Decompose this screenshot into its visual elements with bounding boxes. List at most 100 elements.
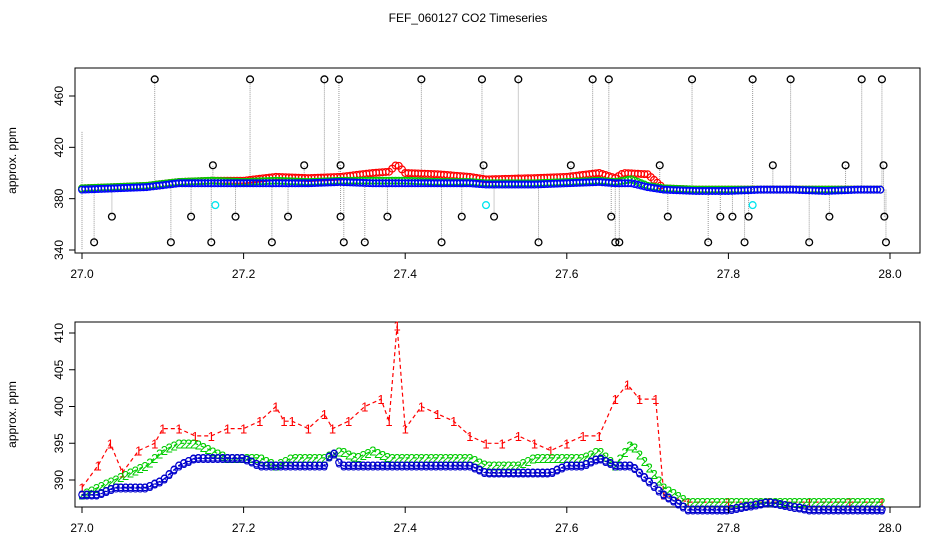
outlier-point bbox=[490, 212, 499, 221]
series3-marker: 3 bbox=[806, 502, 813, 517]
series3-point bbox=[693, 505, 702, 514]
series3-point bbox=[718, 505, 726, 514]
series2-marker: 2 bbox=[282, 454, 289, 469]
series3-marker: 3 bbox=[146, 479, 153, 494]
series2-marker: 2 bbox=[835, 495, 842, 510]
series3-marker: 3 bbox=[791, 500, 798, 515]
series2-marker: 2 bbox=[117, 470, 124, 485]
series3-marker: 3 bbox=[384, 458, 391, 473]
series2-marker: 2 bbox=[452, 451, 459, 466]
series3-marker: 3 bbox=[617, 458, 624, 473]
series2-marker: 2 bbox=[757, 495, 764, 510]
series3-marker: 3 bbox=[568, 458, 575, 473]
series2-marker: 2 bbox=[699, 495, 706, 510]
series1-marker: 1 bbox=[377, 392, 384, 407]
series3-marker: 3 bbox=[389, 458, 396, 473]
series2-marker: 2 bbox=[844, 495, 851, 510]
series3-marker: 3 bbox=[849, 502, 856, 517]
top-y-axis-label: approx. ppm bbox=[5, 127, 19, 194]
series2-marker: 2 bbox=[229, 451, 236, 466]
series3-marker: 3 bbox=[418, 458, 425, 473]
series3-point bbox=[291, 461, 300, 470]
series3-point bbox=[160, 474, 169, 483]
series3-marker: 3 bbox=[621, 458, 628, 473]
series2-marker: 2 bbox=[297, 451, 304, 466]
series3-marker: 3 bbox=[166, 467, 173, 482]
outlier-point bbox=[687, 75, 697, 84]
series2-marker: 2 bbox=[350, 449, 357, 464]
outlier-point bbox=[768, 161, 777, 170]
series2-marker: 2 bbox=[539, 451, 546, 466]
series3-marker: 3 bbox=[587, 455, 594, 470]
series3-point bbox=[121, 483, 130, 492]
series3-marker: 3 bbox=[374, 458, 381, 473]
series2-marker: 2 bbox=[680, 492, 687, 507]
series2-marker: 2 bbox=[369, 444, 376, 459]
series2-marker: 2 bbox=[292, 451, 299, 466]
outlier-point bbox=[663, 212, 672, 221]
series3-point bbox=[737, 503, 746, 511]
series2-marker: 2 bbox=[602, 449, 609, 464]
series2-marker: 2 bbox=[563, 451, 570, 466]
series3-marker: 3 bbox=[321, 458, 328, 473]
series3-marker: 3 bbox=[655, 483, 662, 498]
series3-point bbox=[504, 468, 513, 477]
series3-marker: 3 bbox=[636, 466, 643, 481]
series3-marker: 3 bbox=[200, 451, 207, 466]
series3-marker: 3 bbox=[355, 458, 362, 473]
outlier-point bbox=[744, 212, 753, 221]
series3-point bbox=[790, 502, 799, 511]
outlier-point bbox=[704, 238, 713, 247]
series2-marker: 2 bbox=[621, 445, 628, 460]
series2-marker: 2 bbox=[486, 458, 493, 473]
series1-marker: 1 bbox=[192, 429, 199, 444]
series2-marker: 2 bbox=[694, 495, 701, 510]
x-tick-label: 27.2 bbox=[232, 521, 256, 535]
series2-marker: 2 bbox=[355, 450, 362, 465]
series2-marker: 2 bbox=[267, 456, 274, 471]
series3-marker: 3 bbox=[665, 491, 672, 506]
series3-marker: 3 bbox=[132, 480, 139, 495]
bottom-y-axis-label: approx. ppm bbox=[5, 381, 19, 448]
series3-marker: 3 bbox=[553, 463, 560, 478]
series2-marker: 2 bbox=[461, 451, 468, 466]
series3-marker: 3 bbox=[297, 458, 304, 473]
outlier-point bbox=[231, 212, 240, 221]
series3-marker: 3 bbox=[466, 458, 473, 473]
series1-marker: 1 bbox=[660, 488, 667, 503]
series1-marker: 1 bbox=[418, 400, 425, 415]
series3-marker: 3 bbox=[776, 497, 783, 512]
series3-point bbox=[529, 468, 537, 477]
series3-point bbox=[868, 505, 877, 514]
series2-marker: 2 bbox=[146, 455, 153, 470]
series2-marker: 2 bbox=[718, 495, 725, 510]
series3-marker: 3 bbox=[306, 458, 313, 473]
reference-point bbox=[211, 201, 220, 210]
series3-point bbox=[204, 454, 212, 462]
outlier-point bbox=[339, 238, 348, 247]
series3-point bbox=[819, 505, 828, 514]
series2-marker: 2 bbox=[723, 495, 730, 510]
series1-marker: 1 bbox=[329, 422, 336, 437]
series2-marker: 2 bbox=[650, 467, 657, 482]
series3-point bbox=[543, 468, 552, 477]
series2-marker: 2 bbox=[170, 438, 177, 453]
series3-point bbox=[131, 483, 140, 492]
series3-marker: 3 bbox=[292, 458, 299, 473]
series2-line bbox=[81, 442, 882, 503]
series3-marker: 3 bbox=[670, 494, 677, 509]
series3-marker: 3 bbox=[869, 502, 876, 517]
outlier-point bbox=[383, 212, 392, 221]
series3-marker: 3 bbox=[209, 451, 216, 466]
series3-point bbox=[339, 461, 348, 470]
x-tick-label: 27.8 bbox=[717, 521, 741, 535]
series2-marker: 2 bbox=[806, 495, 813, 510]
outlier-point bbox=[588, 75, 597, 84]
series3-marker: 3 bbox=[340, 458, 347, 473]
series3-point bbox=[533, 468, 542, 477]
series2-marker: 2 bbox=[728, 495, 735, 510]
series3-marker: 3 bbox=[859, 502, 866, 517]
series1-marker: 1 bbox=[385, 414, 392, 429]
series3-marker: 3 bbox=[461, 458, 468, 473]
